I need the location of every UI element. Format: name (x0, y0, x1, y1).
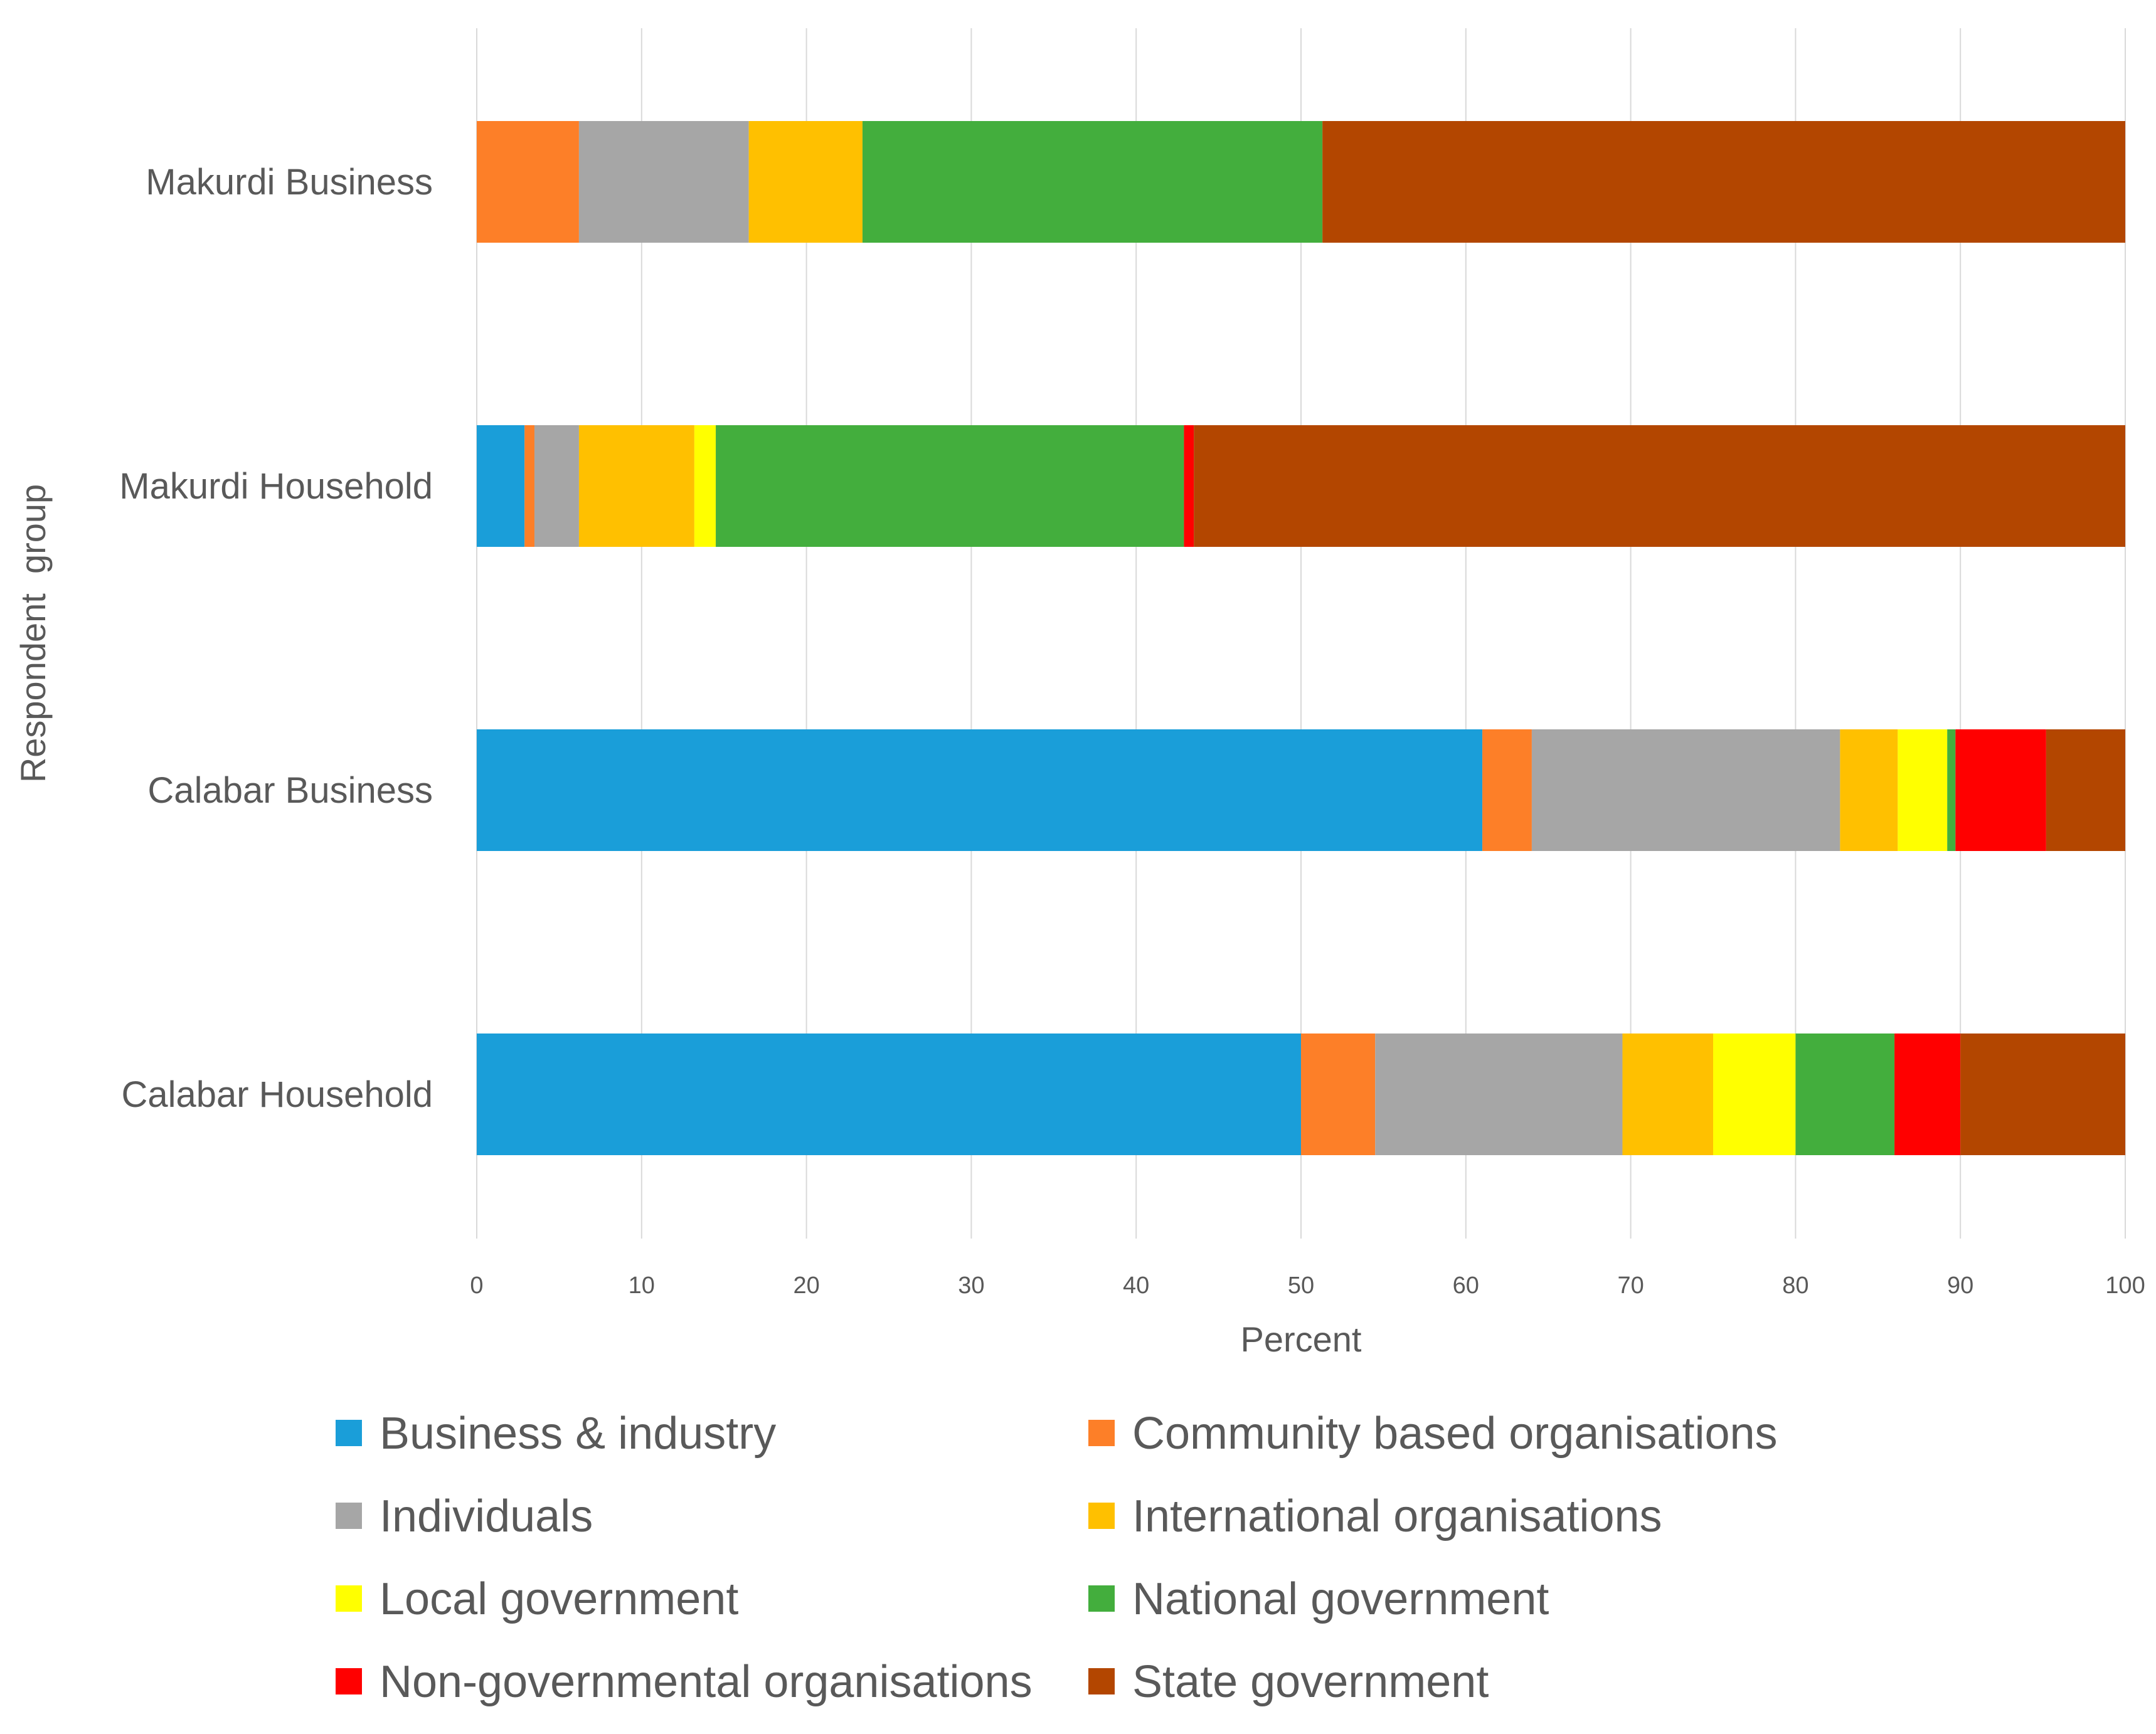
category-labels: Makurdi Business Makurdi Household Calabar… (119, 162, 433, 1115)
x-tick-label: 40 (1123, 1272, 1149, 1299)
x-tick-label: 50 (1288, 1272, 1314, 1299)
x-tick-label: 60 (1453, 1272, 1479, 1299)
legend-label: Local government (380, 1574, 738, 1624)
bar-makurdi-household-business-and-industry (477, 425, 525, 547)
legend-item: Business & industry (336, 1409, 776, 1459)
legend-label: International organisations (1132, 1491, 1662, 1541)
bar-calabar-business-local-government (1898, 729, 1948, 851)
bar-makurdi-business-state-government (1322, 121, 2125, 243)
legend-label: Non-governmental organisations (380, 1657, 1033, 1707)
legend-swatch (1088, 1585, 1115, 1612)
legend-label: Community based organisations (1132, 1409, 1778, 1459)
bar-calabar-household-non-governmental-organisations (1894, 1034, 1961, 1155)
bar-calabar-business-state-government (2046, 729, 2125, 851)
legend-swatch (336, 1668, 362, 1694)
category-label: Makurdi Household (119, 466, 433, 507)
legend-swatch (336, 1420, 362, 1446)
bars (477, 121, 2125, 1155)
x-tick-label: 100 (2105, 1272, 2145, 1299)
bar-makurdi-business-international-organisations (748, 121, 863, 243)
bar-makurdi-household-non-governmental-organisations (1184, 425, 1194, 547)
legend-item: National government (1088, 1574, 1549, 1624)
x-tick-label: 30 (958, 1272, 984, 1299)
legend-item: Individuals (336, 1491, 593, 1541)
bar-calabar-business-national-government (1947, 729, 1956, 851)
bar-calabar-business-non-governmental-organisations (1955, 729, 2046, 851)
legend-label: State government (1132, 1657, 1489, 1707)
bar-calabar-business-individuals (1531, 729, 1840, 851)
bar-makurdi-household-international-organisations (578, 425, 694, 547)
legend-item: State government (1088, 1657, 1489, 1707)
bar-makurdi-business-community-based-organisations (477, 121, 579, 243)
bar-makurdi-household-community-based-organisations (524, 425, 534, 547)
x-tick-label: 80 (1782, 1272, 1808, 1299)
x-tick-label: 90 (1947, 1272, 1973, 1299)
x-axis-title: Percent (1241, 1319, 1362, 1359)
legend: Business & industry Community based organ… (336, 1409, 1778, 1707)
bar-calabar-household-national-government (1795, 1034, 1895, 1155)
legend-swatch (1088, 1668, 1115, 1694)
legend-swatch (336, 1585, 362, 1612)
category-label: Calabar Business (147, 770, 433, 811)
bar-calabar-household-local-government (1713, 1034, 1796, 1155)
legend-swatch (1088, 1503, 1115, 1529)
bar-makurdi-household-local-government (694, 425, 716, 547)
legend-label: National government (1132, 1574, 1549, 1624)
x-tick-label: 0 (470, 1272, 483, 1299)
category-label: Calabar Household (121, 1074, 433, 1115)
bar-calabar-household-community-based-organisations (1301, 1034, 1376, 1155)
legend-label: Individuals (380, 1491, 593, 1541)
bar-calabar-business-international-organisations (1840, 729, 1898, 851)
legend-swatch (1088, 1420, 1115, 1446)
legend-swatch (336, 1503, 362, 1529)
legend-label: Business & industry (380, 1409, 776, 1459)
bar-calabar-household-business-and-industry (477, 1034, 1301, 1155)
x-tick-label: 70 (1617, 1272, 1644, 1299)
legend-item: International organisations (1088, 1491, 1662, 1541)
bar-calabar-business-community-based-organisations (1482, 729, 1532, 851)
bar-makurdi-business-individuals (578, 121, 749, 243)
legend-item: Local government (336, 1574, 738, 1624)
legend-item: Non-governmental organisations (336, 1657, 1033, 1707)
bar-makurdi-household-national-government (716, 425, 1184, 547)
bar-calabar-household-state-government (1960, 1034, 2125, 1155)
bar-makurdi-business-national-government (862, 121, 1323, 243)
legend-item: Community based organisations (1088, 1409, 1778, 1459)
x-tick-label: 20 (793, 1272, 819, 1299)
y-axis-title: Respondent group (13, 484, 53, 783)
x-tick-label: 10 (629, 1272, 655, 1299)
bar-calabar-household-individuals (1375, 1034, 1623, 1155)
category-label: Makurdi Business (146, 162, 433, 203)
bar-calabar-business-business-and-industry (477, 729, 1483, 851)
bar-makurdi-household-state-government (1194, 425, 2125, 547)
x-tick-labels: 0 10 20 30 40 50 60 70 80 90 100 (470, 1272, 2145, 1299)
bar-calabar-household-international-organisations (1622, 1034, 1713, 1155)
bar-makurdi-household-individuals (534, 425, 579, 547)
